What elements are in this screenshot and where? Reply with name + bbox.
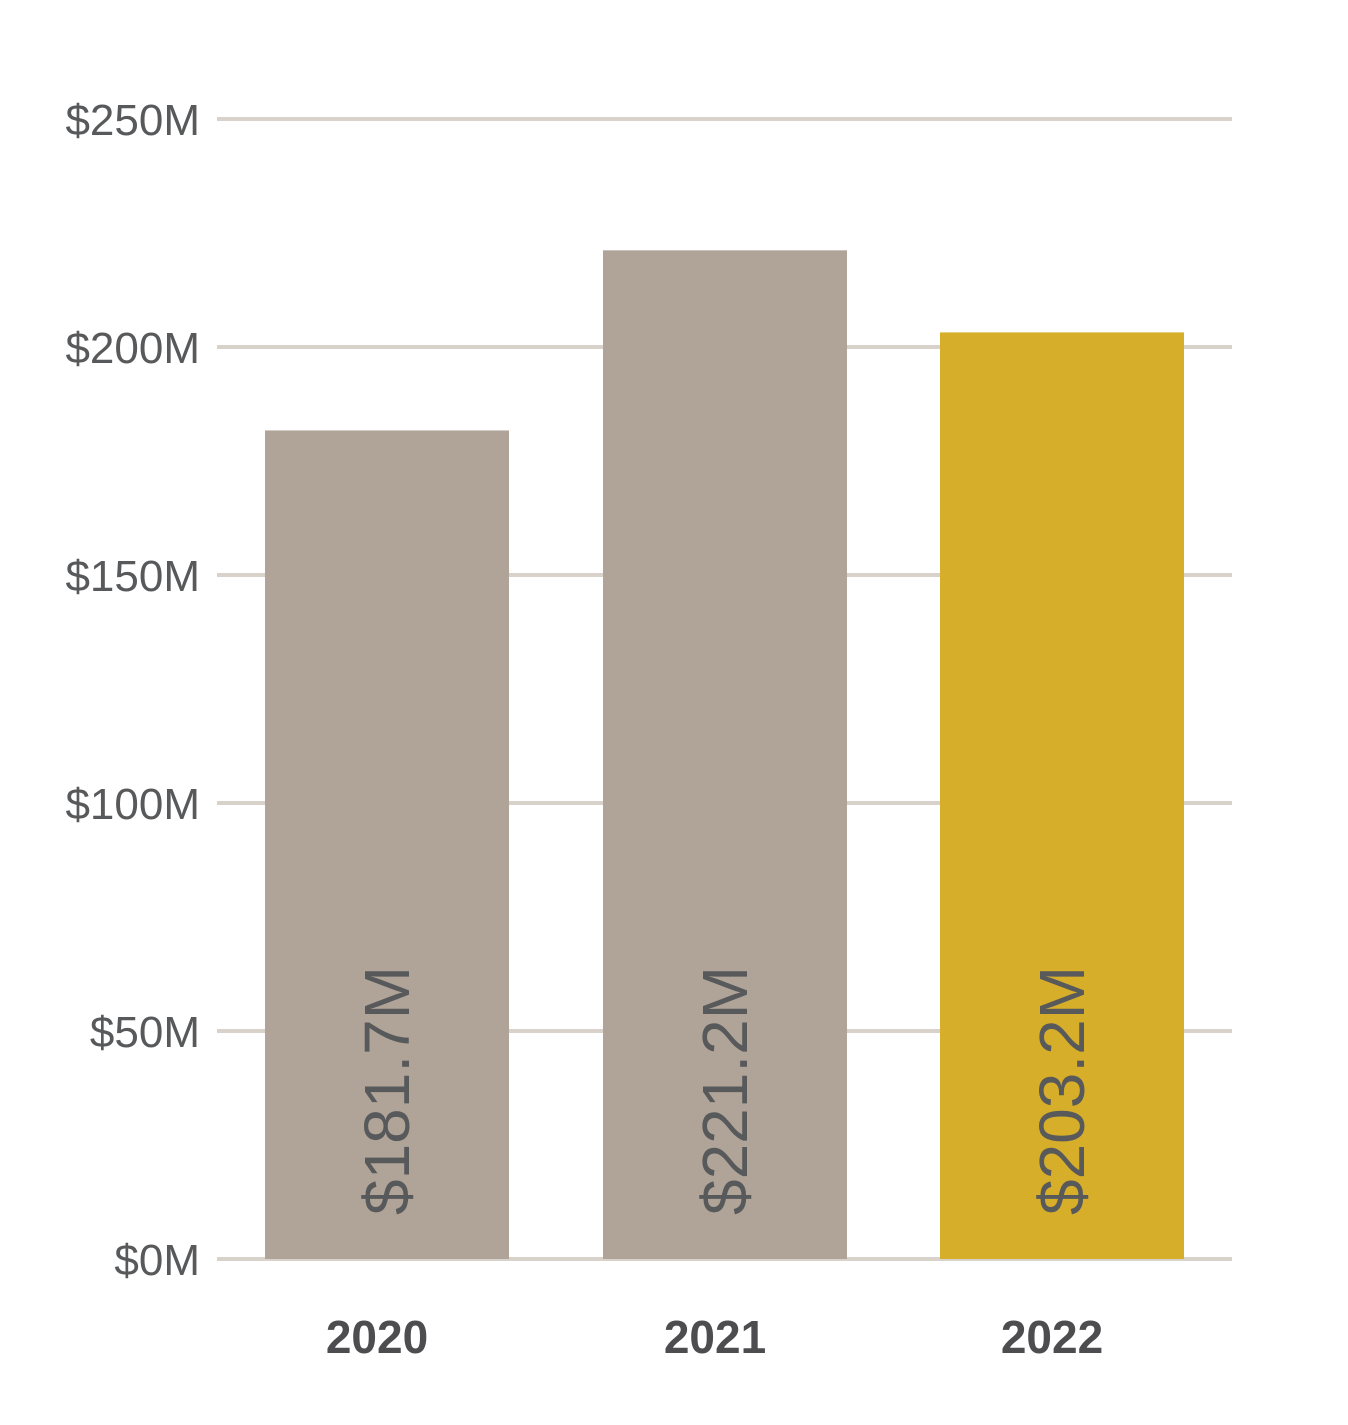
y-tick-label: $200M bbox=[65, 324, 200, 373]
bar-value-label: $221.2M bbox=[689, 966, 761, 1215]
y-tick-label: $0M bbox=[114, 1236, 200, 1285]
x-tick-label: 2021 bbox=[664, 1311, 766, 1363]
y-tick-label: $150M bbox=[65, 552, 200, 601]
y-tick-label: $50M bbox=[90, 1008, 200, 1057]
x-tick-label: 2022 bbox=[1001, 1311, 1103, 1363]
bar bbox=[603, 250, 847, 1259]
x-tick-label: 2020 bbox=[326, 1311, 428, 1363]
bar-value-labels: $181.7M $221.2M $203.2M bbox=[351, 966, 1098, 1215]
bar bbox=[265, 430, 509, 1259]
y-axis-tick-labels: $0M $50M $100M $150M $200M $250M bbox=[65, 96, 200, 1285]
y-tick-label: $100M bbox=[65, 780, 200, 829]
bar-value-label: $203.2M bbox=[1026, 966, 1098, 1215]
x-axis-tick-labels: 2020 2021 2022 bbox=[326, 1311, 1103, 1363]
bar-value-label: $181.7M bbox=[351, 966, 423, 1215]
bar bbox=[940, 332, 1184, 1260]
bars bbox=[265, 250, 1184, 1260]
y-tick-label: $250M bbox=[65, 96, 200, 145]
